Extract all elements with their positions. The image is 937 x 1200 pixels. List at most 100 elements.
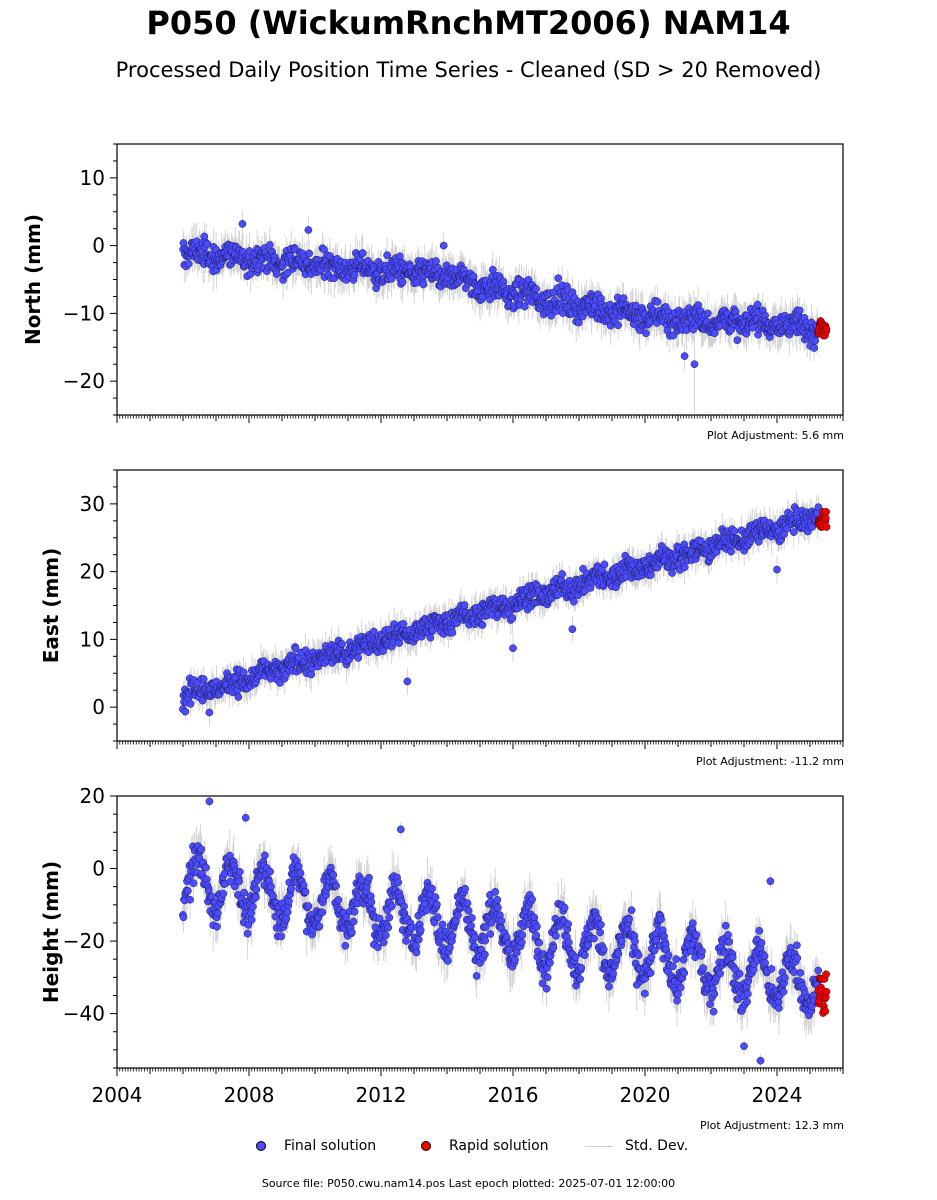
final-point	[385, 913, 394, 922]
final-point	[379, 647, 387, 655]
legend-std-label: Std. Dev.	[625, 1138, 689, 1154]
final-point	[238, 220, 247, 228]
final-point	[753, 300, 762, 309]
final-point	[710, 329, 719, 338]
panel-3: −40 −20 0 20 Height (mm) 2004 2008 2012 2016 2020…	[39, 784, 844, 1107]
final-point	[487, 918, 496, 927]
final-point	[692, 930, 701, 939]
final-point	[403, 677, 412, 686]
x-tick-label: 2016	[488, 1083, 539, 1107]
final-point	[235, 877, 243, 886]
final-point	[640, 989, 649, 998]
final-point	[467, 921, 475, 930]
axes-frame	[116, 795, 844, 1069]
final-point	[394, 878, 403, 887]
final-point	[291, 644, 300, 653]
final-point	[439, 241, 448, 250]
y-tick-label: 20	[80, 784, 105, 808]
final-point	[570, 597, 578, 606]
final-point	[680, 352, 689, 360]
y-tick-label: 0	[92, 857, 105, 881]
final-point	[617, 937, 626, 945]
final-point	[634, 951, 643, 960]
final-point	[546, 958, 554, 967]
final-point	[332, 882, 340, 890]
final-point	[486, 930, 495, 938]
final-point	[416, 926, 425, 934]
final-point	[179, 913, 188, 922]
legend: Final solution Rapid solution Std. Dev.	[0, 1138, 937, 1158]
rapid-solution-points	[814, 317, 831, 340]
x-tick-label: 2004	[92, 1083, 143, 1107]
final-point	[730, 527, 739, 535]
final-point	[249, 902, 257, 911]
final-point	[219, 889, 228, 898]
final-point	[283, 268, 292, 277]
final-point	[676, 983, 685, 992]
y-axis-label: Height (mm)	[39, 861, 63, 1003]
final-point	[354, 654, 363, 662]
final-point	[716, 969, 724, 978]
final-point	[276, 679, 284, 687]
final-point	[520, 302, 529, 311]
final-point	[478, 621, 487, 629]
final-point	[347, 928, 356, 937]
final-point	[509, 644, 517, 653]
final-point	[277, 932, 286, 941]
final-point	[383, 251, 391, 260]
final-point	[814, 503, 823, 512]
std-dev-line-icon	[585, 1145, 613, 1147]
final-point	[301, 887, 310, 896]
final-point	[650, 946, 659, 955]
y-tick-label: −20	[63, 369, 105, 393]
y-tick-label: 10	[80, 166, 105, 190]
final-point	[543, 973, 552, 982]
rapid-solution-points	[814, 507, 831, 531]
final-point	[493, 895, 502, 904]
final-point	[247, 916, 256, 924]
final-point	[775, 1004, 783, 1012]
final-point	[329, 871, 338, 879]
final-point	[468, 914, 476, 922]
final-point	[247, 909, 256, 917]
final-point	[239, 668, 248, 677]
final-point	[619, 294, 628, 302]
final-point	[199, 675, 208, 683]
final-point	[197, 845, 206, 854]
final-point	[234, 693, 243, 701]
final-point	[564, 920, 572, 928]
final-point	[426, 633, 435, 642]
final-point	[304, 226, 313, 234]
final-point	[584, 941, 593, 949]
x-tick-label: 2024	[752, 1083, 803, 1107]
final-point	[551, 932, 560, 940]
final-point	[793, 954, 802, 962]
final-point	[664, 951, 673, 959]
final-point	[814, 966, 823, 975]
y-tick-label: 0	[92, 695, 105, 719]
final-point	[432, 257, 440, 265]
panel-2: 0 10 20 30 East (mm)	[39, 469, 844, 749]
final-point	[481, 950, 489, 959]
final-point	[285, 897, 293, 906]
final-point	[365, 873, 373, 882]
final-solution-points	[179, 797, 823, 1065]
legend-rapid-label: Rapid solution	[449, 1138, 549, 1154]
final-solution-points	[179, 220, 822, 369]
final-point	[576, 975, 584, 983]
final-point	[261, 851, 269, 860]
final-point	[184, 260, 193, 268]
final-point	[779, 987, 788, 996]
final-point	[381, 931, 390, 940]
final-point	[428, 884, 436, 893]
final-point	[680, 563, 689, 572]
final-point	[754, 537, 763, 546]
x-tick-label: 2012	[356, 1083, 407, 1107]
rapid-solution-points	[814, 970, 831, 1017]
final-point	[387, 902, 396, 911]
final-point	[646, 969, 655, 977]
final-point	[373, 943, 382, 952]
final-point	[283, 908, 292, 916]
panel-1: −20 −10 0 10 North (mm)	[21, 143, 844, 423]
y-tick-label: 30	[80, 492, 105, 516]
